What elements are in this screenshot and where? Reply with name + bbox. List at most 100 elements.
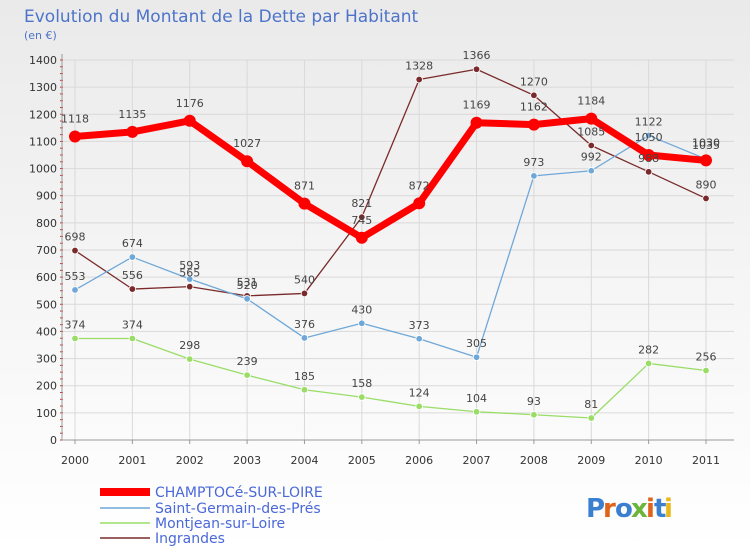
- series-3: [71, 65, 710, 300]
- data-point: [243, 371, 251, 379]
- data-point: [700, 154, 712, 167]
- data-label: 376: [294, 318, 315, 331]
- legend-label: Ingrandes: [155, 531, 225, 547]
- data-point: [644, 131, 653, 140]
- data-label: 992: [581, 151, 602, 164]
- data-label: 540: [294, 273, 315, 286]
- y-tick-label: 1100: [29, 135, 57, 148]
- data-label: 520: [237, 279, 258, 292]
- legend-item-1: Saint-Germain-des-Prés: [100, 501, 321, 517]
- data-label: 305: [466, 337, 487, 350]
- data-label: 81: [584, 398, 598, 411]
- series-2: [71, 334, 710, 422]
- data-label: 871: [294, 180, 315, 193]
- data-point: [472, 65, 481, 73]
- chart-subtitle: (en €): [24, 29, 57, 42]
- data-label: 565: [179, 267, 200, 280]
- logo-letter: P: [586, 494, 605, 524]
- axes: 0 100 200 300 400 500 600 700 800 900 1000 1100 1200…: [29, 54, 734, 467]
- data-point: [585, 112, 598, 125]
- data-point: [358, 393, 366, 401]
- y-tick-label: 1000: [29, 163, 57, 176]
- y-tick-label: 800: [36, 217, 57, 230]
- data-point: [644, 359, 653, 368]
- series-0: [69, 112, 712, 244]
- logo-letter: i: [664, 494, 673, 524]
- data-label: 374: [65, 318, 86, 331]
- y-tick-label: 400: [36, 325, 57, 338]
- legend-item-3: Ingrandes: [100, 531, 225, 547]
- data-point: [527, 118, 540, 131]
- y-tick-label: 1200: [29, 108, 57, 121]
- data-label: 698: [65, 231, 86, 244]
- x-tick-label: 2001: [118, 454, 146, 467]
- data-point: [126, 125, 139, 138]
- data-point: [413, 197, 426, 210]
- data-label: 821: [351, 197, 372, 210]
- data-label: 1118: [61, 113, 89, 126]
- legend: CHAMPTOCé-SUR-LOIRESaint-Germain-des-Pré…: [100, 485, 323, 547]
- legend-label: Saint-Germain-des-Prés: [155, 501, 321, 517]
- data-point: [472, 408, 481, 416]
- data-label: 556: [122, 269, 143, 282]
- y-tick-label: 300: [36, 353, 57, 366]
- data-point: [644, 168, 653, 176]
- y-tick-label: 1300: [29, 81, 57, 94]
- y-tick-label: 500: [36, 298, 57, 311]
- proxiti-logo: Pr oxi ti: [586, 494, 673, 524]
- data-label: 373: [409, 319, 430, 332]
- y-tick-label: 1400: [29, 54, 57, 67]
- data-label: 1030: [692, 136, 720, 149]
- x-tick-label: 2004: [290, 454, 318, 467]
- data-point: [300, 289, 309, 298]
- x-tick-label: 2008: [520, 454, 548, 467]
- data-point: [415, 402, 423, 411]
- y-tick-label: 0: [50, 434, 57, 447]
- y-tick-label: 100: [36, 407, 57, 420]
- data-point: [530, 172, 538, 180]
- data-label: 1122: [635, 115, 663, 128]
- series-line: [74, 68, 707, 297]
- x-tick-label: 2011: [692, 454, 720, 467]
- y-tick-label: 600: [36, 271, 57, 284]
- data-label: 674: [122, 237, 143, 250]
- y-tick-label: 900: [36, 190, 57, 203]
- data-label: 1184: [577, 95, 605, 108]
- legend-item-0: CHAMPTOCé-SUR-LOIRE: [100, 485, 323, 501]
- series-layer: [69, 65, 712, 422]
- data-point: [241, 155, 254, 168]
- data-label: 93: [527, 395, 541, 408]
- data-point: [128, 334, 137, 343]
- data-label: 1169: [463, 99, 491, 112]
- y-tick-label: 700: [36, 244, 57, 257]
- data-point: [642, 149, 655, 161]
- data-point: [415, 335, 423, 343]
- data-label: 185: [294, 370, 315, 383]
- data-label: 1085: [577, 126, 605, 139]
- data-point: [71, 334, 79, 343]
- series-line: [74, 337, 707, 419]
- series-line: [71, 115, 710, 242]
- data-point: [702, 194, 710, 203]
- data-labels: 1118 1135 1176 1027 871 745 872 1169 1162 1184 105…: [61, 49, 720, 411]
- data-point: [300, 334, 309, 342]
- legend-label: Montjean-sur-Loire: [155, 516, 285, 532]
- data-label: 298: [179, 339, 200, 352]
- data-point: [530, 91, 538, 99]
- data-point: [415, 75, 423, 84]
- x-tick-label: 2006: [405, 454, 433, 467]
- logo-letter: t: [654, 494, 666, 524]
- legend-label: CHAMPTOCé-SUR-LOIRE: [155, 485, 323, 501]
- data-point: [358, 213, 366, 221]
- logo-letter: i: [646, 494, 655, 524]
- gridlines: [62, 59, 734, 441]
- data-label: 124: [409, 386, 430, 399]
- data-label: 1035: [692, 139, 720, 152]
- series-line: [74, 134, 707, 358]
- data-label: 282: [638, 343, 659, 356]
- data-label: 1176: [176, 97, 204, 110]
- data-point: [183, 114, 196, 127]
- data-label: 1270: [520, 75, 548, 88]
